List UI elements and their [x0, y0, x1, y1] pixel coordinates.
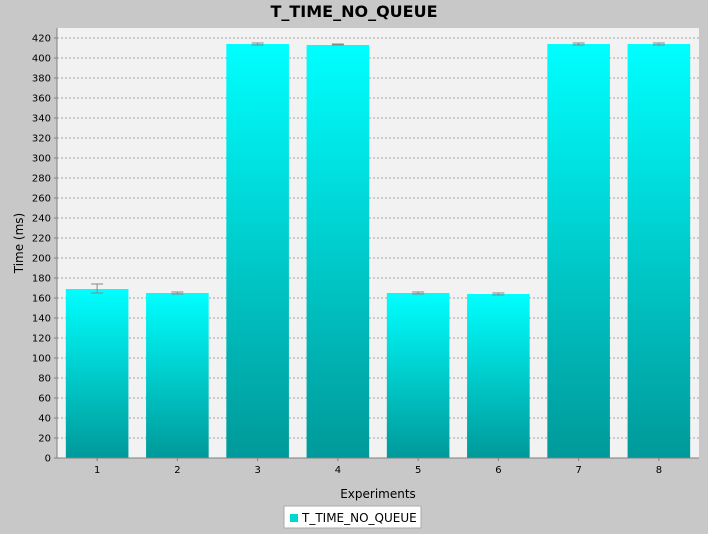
- bar-2: [146, 293, 209, 458]
- x-tick-label: 2: [174, 465, 180, 476]
- error-bar-1: [91, 283, 104, 294]
- y-tick-label: 100: [32, 354, 51, 365]
- legend-label: T_TIME_NO_QUEUE: [301, 511, 417, 525]
- x-tick-label: 7: [575, 465, 581, 476]
- bar-6: [467, 294, 530, 458]
- y-axis-label: Time (ms): [12, 213, 26, 275]
- y-tick-label: 260: [32, 194, 51, 205]
- y-tick-label: 80: [38, 374, 51, 385]
- x-tick-label: 8: [656, 465, 662, 476]
- y-tick-label: 20: [38, 434, 51, 445]
- y-tick-label: 0: [45, 454, 51, 465]
- chart-title: T_TIME_NO_QUEUE: [270, 2, 437, 21]
- y-tick-label: 400: [32, 54, 51, 65]
- y-tick-label: 380: [32, 74, 51, 85]
- y-tick-label: 140: [32, 314, 51, 325]
- bar-5: [386, 293, 450, 458]
- y-tick-label: 120: [32, 334, 51, 345]
- bar-3: [226, 44, 289, 458]
- y-tick-label: 280: [32, 174, 51, 185]
- x-axis-ticks: 1 2 3 4 5 6 7 8: [94, 458, 662, 476]
- x-tick-label: 1: [94, 465, 100, 476]
- y-tick-label: 420: [32, 34, 51, 45]
- y-tick-label: 340: [32, 114, 51, 125]
- error-bar-5: [412, 291, 425, 295]
- error-bar-3: [251, 42, 264, 46]
- y-axis-ticks: 0 20 40 60 80 100 120 140 160 180 200 220 240 260 280 3…: [32, 34, 57, 465]
- y-tick-label: 180: [32, 274, 51, 285]
- y-tick-label: 300: [32, 154, 51, 165]
- error-bar-2: [171, 291, 184, 295]
- x-tick-label: 5: [415, 465, 421, 476]
- y-tick-label: 320: [32, 134, 51, 145]
- bar-7: [547, 44, 610, 458]
- x-tick-label: 3: [254, 465, 260, 476]
- error-bars: [91, 42, 665, 296]
- bar-1: [65, 289, 129, 458]
- y-tick-label: 60: [38, 394, 51, 405]
- y-tick-label: 160: [32, 294, 51, 305]
- error-bar-7: [572, 42, 585, 46]
- y-tick-label: 360: [32, 94, 51, 105]
- x-tick-label: 6: [495, 465, 501, 476]
- y-tick-label: 40: [38, 414, 51, 425]
- y-tick-label: 200: [32, 254, 51, 265]
- y-tick-label: 220: [32, 234, 51, 245]
- y-tick-label: 240: [32, 214, 51, 225]
- x-tick-label: 4: [335, 465, 341, 476]
- bar-8: [627, 44, 691, 458]
- error-bar-8: [652, 42, 665, 46]
- legend-swatch: [290, 514, 298, 522]
- legend-box: [283, 505, 422, 529]
- grid-lines: [57, 37, 699, 439]
- legend: T_TIME_NO_QUEUE: [283, 505, 422, 529]
- error-bar-6: [492, 292, 505, 296]
- bars: [65, 44, 691, 458]
- error-bar-4: [331, 43, 344, 46]
- x-axis-label: Experiments: [340, 487, 416, 501]
- bar-4: [306, 45, 370, 458]
